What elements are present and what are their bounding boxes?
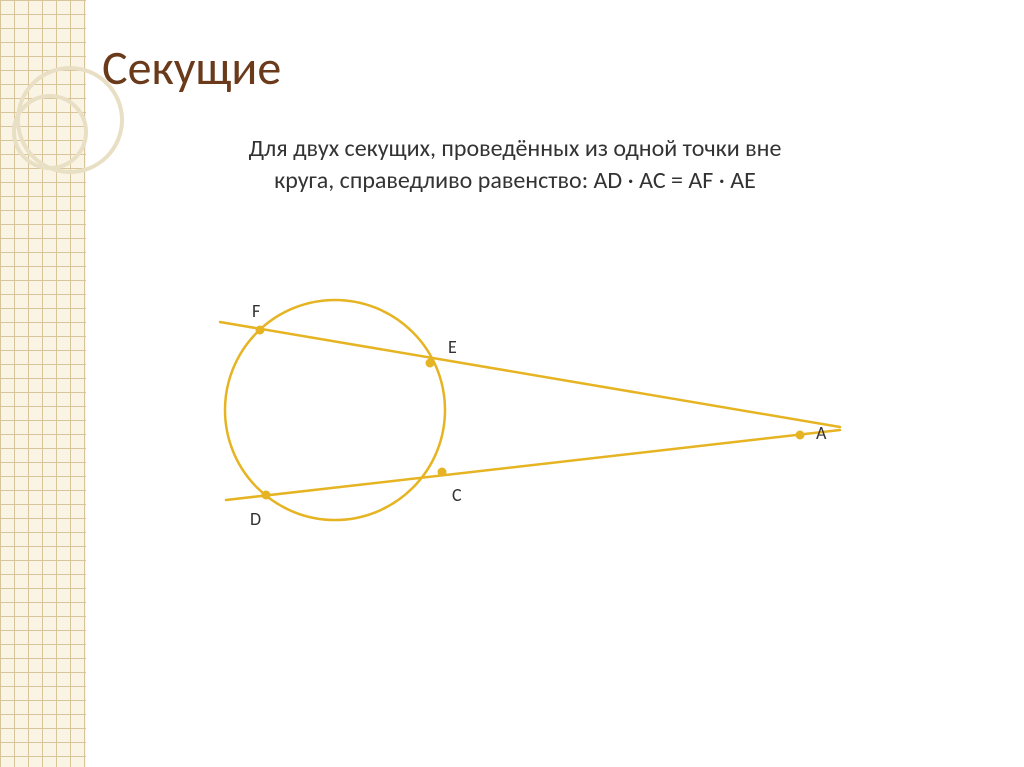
point-F <box>256 326 265 335</box>
theorem-equation: AD · AC = AF · AE <box>594 166 756 195</box>
secant-diagram-svg <box>180 260 880 600</box>
theorem-line2-prefix: круга, справедливо равенство: <box>274 166 593 195</box>
point-A <box>796 431 805 440</box>
theorem-line1: Для двух секущих, проведённых из одной т… <box>249 134 782 163</box>
point-label-D: D <box>250 508 261 530</box>
secant-diagram: A F E D C <box>180 260 880 600</box>
point-label-F: F <box>252 300 260 322</box>
point-label-C: C <box>452 484 462 506</box>
point-label-E: E <box>448 336 457 358</box>
point-E <box>426 359 435 368</box>
page-title: Секущие <box>102 38 281 97</box>
secant-line-AD <box>226 430 840 500</box>
point-D <box>262 491 271 500</box>
point-C <box>438 468 447 477</box>
point-label-A: A <box>816 422 826 444</box>
secant-line-AF <box>220 322 840 427</box>
theorem-text: Для двух секущих, проведённых из одной т… <box>145 133 885 198</box>
slide: Секущие Для двух секущих, проведённых из… <box>0 0 1024 767</box>
